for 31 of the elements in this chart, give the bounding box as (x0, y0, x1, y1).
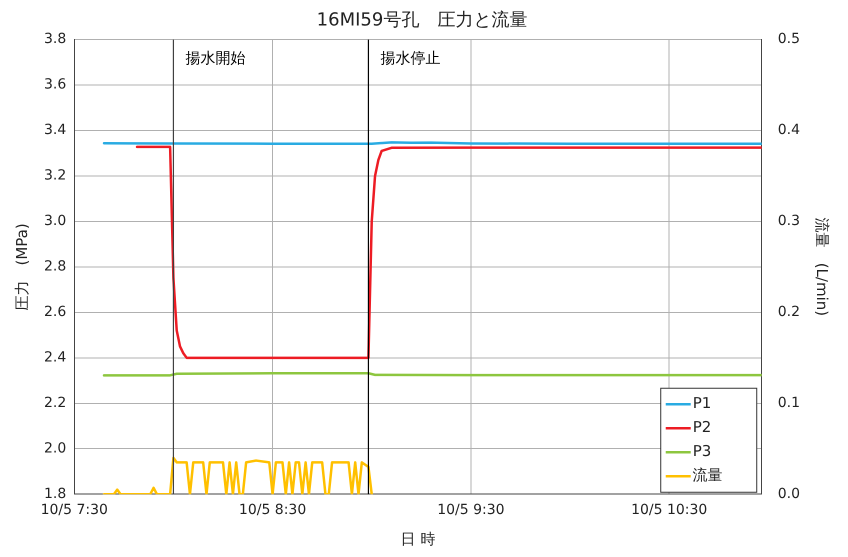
y2-tick-label: 0.0 (778, 486, 800, 502)
x-tick-label: 10/5 7:30 (40, 502, 108, 518)
y-tick-label: 2.2 (44, 394, 66, 411)
y2-tick-label: 0.4 (778, 122, 800, 138)
x-tick-label: 10/5 8:30 (238, 502, 306, 518)
legend-label: P1 (692, 394, 712, 412)
y-tick-label: 2.4 (44, 349, 66, 366)
y-tick-label: 2.6 (44, 304, 66, 320)
y2-tick-label: 0.2 (778, 304, 800, 320)
y-tick-label: 3.8 (44, 31, 66, 48)
legend-label: P3 (692, 442, 712, 460)
y-tick-label: 3.6 (44, 76, 66, 93)
y2-axis-title: 流量 (L/min) (813, 218, 832, 316)
x-tick-label: 10/5 10:30 (631, 502, 708, 518)
y2-tick-label: 0.3 (778, 213, 800, 230)
y-axis-title: 圧力 (MPa) (12, 223, 31, 311)
ref-line-label: 揚水停止 (380, 48, 440, 67)
chart-title: 16MI59号孔 圧力と流量 (316, 9, 528, 30)
y-tick-label: 3.0 (44, 213, 66, 230)
y2-tick-label: 0.1 (778, 394, 800, 411)
legend-label: 流量 (692, 466, 723, 484)
y-tick-label: 1.8 (44, 486, 66, 502)
y-tick-label: 2.0 (44, 440, 66, 456)
y2-tick-label: 0.5 (778, 31, 800, 48)
y-tick-label: 3.4 (44, 122, 66, 138)
x-tick-label: 10/5 9:30 (437, 502, 505, 518)
y-tick-label: 2.8 (44, 258, 66, 275)
ref-line-label: 揚水開始 (185, 48, 246, 67)
legend-label: P2 (692, 418, 712, 436)
x-axis-title: 日 時 (400, 530, 436, 548)
y-tick-label: 3.2 (44, 168, 66, 184)
